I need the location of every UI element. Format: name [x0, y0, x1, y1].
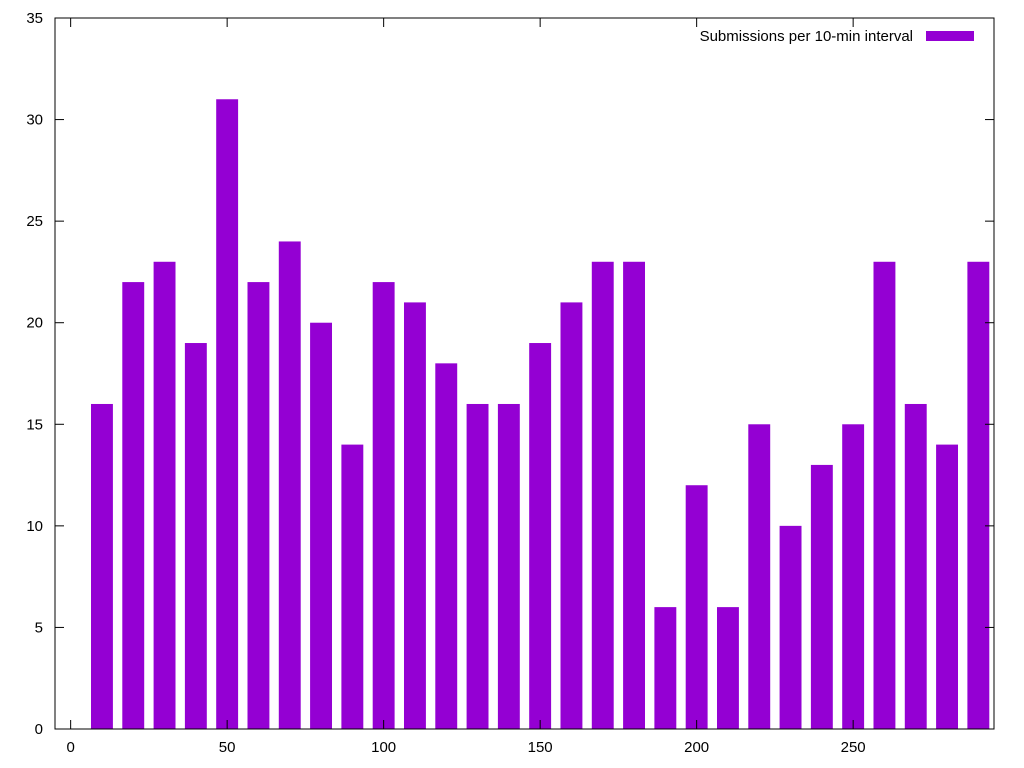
bar [560, 302, 583, 729]
legend-swatch [926, 31, 974, 41]
y-axis: 0 5 10 15 20 25 30 35 [26, 10, 994, 738]
bar [466, 403, 489, 729]
y-tick-label: 0 [35, 721, 43, 738]
y-tick-label: 30 [26, 112, 43, 129]
bar [310, 322, 333, 729]
y-tick-label: 35 [26, 10, 43, 27]
bar [341, 444, 364, 729]
plot-frame [54, 17, 995, 730]
x-tick-label: 200 [684, 739, 709, 756]
bar [842, 424, 865, 729]
y-tick-label: 15 [26, 416, 43, 433]
bar [591, 261, 614, 729]
x-axis: 0 50 100 150 200 250 [66, 18, 866, 756]
bar [184, 343, 207, 729]
bar [904, 403, 927, 729]
x-tick-label: 100 [371, 739, 396, 756]
bar [654, 607, 677, 729]
bar [372, 282, 395, 729]
bar [122, 282, 145, 729]
bar [435, 363, 458, 729]
x-tick-label: 0 [66, 739, 74, 756]
bar [779, 525, 802, 729]
x-tick-label: 50 [219, 739, 236, 756]
bar [216, 99, 239, 729]
legend-label: Submissions per 10-min interval [700, 28, 913, 45]
bar [403, 302, 426, 729]
bar [497, 403, 520, 729]
bar [623, 261, 646, 729]
bar [716, 607, 739, 729]
bar [90, 403, 113, 729]
bar [247, 282, 270, 729]
bar [529, 343, 552, 729]
bar [873, 261, 896, 729]
bar [748, 424, 771, 729]
y-tick-label: 20 [26, 315, 43, 332]
y-tick-label: 25 [26, 213, 43, 230]
bar [967, 261, 990, 729]
bar [278, 241, 301, 729]
y-tick-label: 5 [35, 619, 43, 636]
bar [936, 444, 959, 729]
bar [153, 261, 176, 729]
bars-group [90, 99, 990, 729]
bar [810, 464, 833, 729]
bar [685, 485, 708, 729]
x-tick-label: 250 [841, 739, 866, 756]
y-tick-label: 10 [26, 518, 43, 535]
x-tick-label: 150 [528, 739, 553, 756]
legend: Submissions per 10-min interval [700, 28, 974, 45]
